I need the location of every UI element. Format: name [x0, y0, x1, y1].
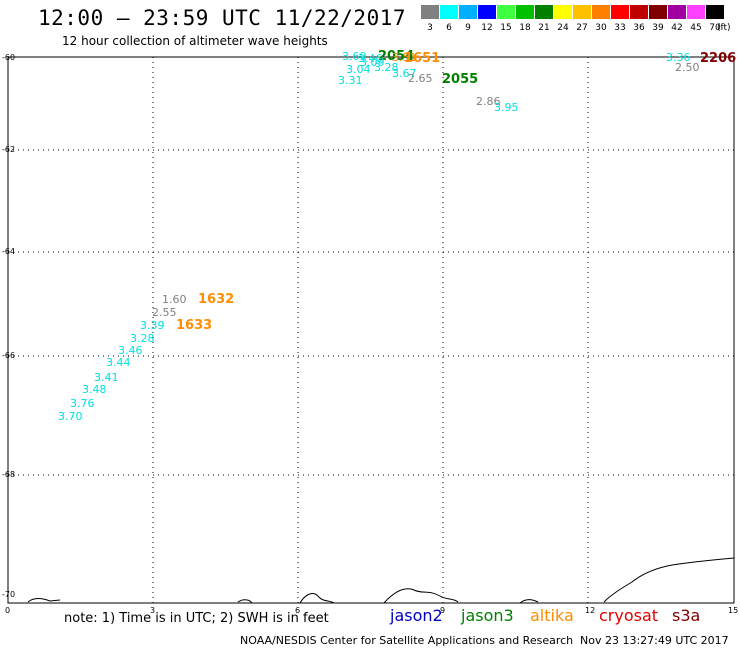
wave-height-label: 2.50	[675, 61, 700, 74]
generation-timestamp: Nov 23 13:27:49 UTC 2017	[580, 634, 729, 647]
wave-height-label: 3.31	[338, 74, 363, 87]
legend-label: 21	[538, 23, 550, 33]
wave-height-label: 1633	[176, 318, 212, 333]
legend-label: 18	[519, 23, 531, 33]
longitude-label: 6	[295, 606, 300, 615]
latitude-label: -64	[2, 247, 15, 256]
legend-unit: (ft)	[717, 23, 731, 33]
legend-swatch	[440, 5, 458, 19]
legend-swatch	[516, 5, 534, 19]
satellite-label-altika: altika	[530, 606, 574, 625]
wave-height-label: 2054	[378, 49, 414, 64]
legend-swatch	[535, 5, 553, 19]
legend-swatch	[554, 5, 572, 19]
latitude-label: -70	[2, 590, 15, 599]
wave-height-label: 2.86	[476, 95, 501, 108]
wave-height-label: 2.55	[152, 306, 177, 319]
wave-height-label: 3.28	[374, 61, 399, 74]
wave-height-label: 3.95	[494, 101, 519, 114]
note-text: note: 1) Time is in UTC; 2) SWH is in fe…	[64, 611, 329, 626]
wave-height-label: 3.46	[118, 344, 143, 357]
legend-label: 30	[595, 23, 607, 33]
wave-height-label: 1632	[198, 292, 234, 307]
longitude-label: 15	[728, 606, 738, 615]
legend-label: 12	[481, 23, 493, 33]
wave-height-label: 3.04	[346, 63, 371, 76]
wave-height-label: 1651	[404, 51, 440, 66]
legend-swatch	[573, 5, 591, 19]
legend-swatch	[592, 5, 610, 19]
latitude-label: -62	[2, 145, 15, 154]
map-frame	[7, 56, 735, 604]
axis-labels: -60 -62 -64 -66 -68 -70 0 3 6 9 12 15	[2, 53, 738, 615]
legend-label: 9	[465, 23, 471, 33]
antarctic-coastline	[27, 557, 735, 604]
wave-height-label: 3.44	[106, 356, 131, 369]
wave-height-label: 3.09	[360, 56, 385, 69]
latitude-label: -66	[2, 351, 15, 360]
legend-label: 36	[633, 23, 645, 33]
lat-lon-grid	[8, 57, 734, 603]
legend-label: 3	[427, 23, 433, 33]
legend-label: 70	[709, 23, 721, 33]
legend-label: 33	[614, 23, 626, 33]
legend-swatch	[611, 5, 629, 19]
legend-label: 15	[500, 23, 512, 33]
footer-credit: NOAA/NESDIS Center for Satellite Applica…	[240, 634, 574, 647]
wave-height-label: 2.65	[408, 72, 433, 85]
longitude-label: 9	[440, 606, 445, 615]
wave-height-label: 3.70	[58, 410, 83, 423]
wave-height-label: 3.28	[130, 332, 155, 345]
legend-label: 27	[576, 23, 588, 33]
satellite-label-jason3: jason3	[461, 606, 514, 625]
satellite-label-jason2: jason2	[390, 606, 443, 625]
longitude-label: 3	[150, 606, 155, 615]
wave-height-label: 3.67	[392, 67, 417, 80]
map-title: 12:00 – 23:59 UTC 11/22/2017	[38, 6, 407, 30]
legend-swatch	[497, 5, 515, 19]
wave-height-label: 1.60	[162, 293, 187, 306]
legend-label: 24	[557, 23, 569, 33]
legend-swatch	[649, 5, 667, 19]
wave-height-label: 2206	[700, 51, 736, 66]
wave-height-label: 3.51	[392, 51, 417, 64]
wave-height-label: 3.36	[666, 51, 691, 64]
legend-swatch	[668, 5, 686, 19]
legend-label: 45	[690, 23, 702, 33]
map-subtitle: 12 hour collection of altimeter wave hei…	[62, 34, 328, 48]
wave-height-label: 3.39	[140, 319, 165, 332]
longitude-label: 0	[5, 606, 10, 615]
satellite-label-cryosat: cryosat	[599, 606, 659, 625]
wave-height-label: 3.41	[94, 371, 119, 384]
legend-swatch	[630, 5, 648, 19]
legend-swatch	[421, 5, 439, 19]
wave-height-label: 3.69	[342, 50, 367, 63]
legend-label: 39	[652, 23, 664, 33]
latitude-label: -60	[2, 53, 15, 62]
legend-label: 42	[671, 23, 683, 33]
latitude-label: -68	[2, 470, 15, 479]
wave-height-label: 3.76	[70, 397, 95, 410]
satellite-label-s3a: s3a	[672, 606, 701, 625]
wave-height-label: 3.48	[82, 383, 107, 396]
wave-height-label: 2055	[442, 72, 478, 87]
legend-label: 6	[446, 23, 452, 33]
legend-swatch	[478, 5, 496, 19]
longitude-label: 12	[585, 606, 595, 615]
legend-swatch	[687, 5, 705, 19]
wave-height-label: 3.46	[358, 52, 383, 65]
legend-swatch	[459, 5, 477, 19]
legend-swatch	[706, 5, 724, 19]
